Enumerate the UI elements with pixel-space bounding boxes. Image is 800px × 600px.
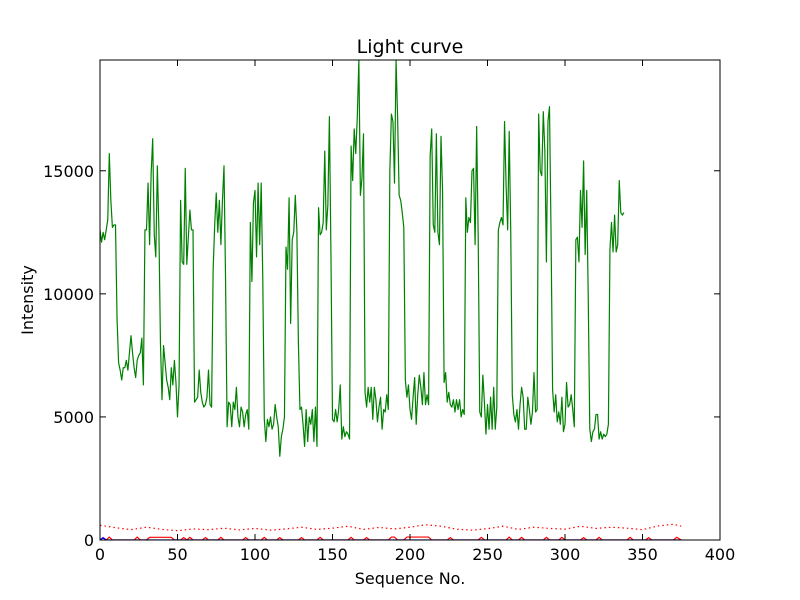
x-tick-label: 350 xyxy=(627,545,658,564)
plot-area xyxy=(100,60,682,540)
series-line-1 xyxy=(100,60,625,457)
x-axis: 0 50 100 150 200 250 300 350 400 xyxy=(95,60,735,564)
x-tick-label: 400 xyxy=(705,545,736,564)
y-tick-label: 0 xyxy=(84,531,94,550)
x-tick-label: 150 xyxy=(317,545,348,564)
x-tick-label: 0 xyxy=(95,545,105,564)
y-axis-label: Intensity xyxy=(18,265,37,335)
x-tick-label: 200 xyxy=(395,545,426,564)
y-tick-label: 10000 xyxy=(43,285,94,304)
chart-title: Light curve xyxy=(357,36,464,58)
x-tick-label: 250 xyxy=(472,545,503,564)
series-line-4 xyxy=(100,537,682,540)
x-tick-label: 100 xyxy=(240,545,271,564)
series-line-3 xyxy=(100,536,682,540)
x-axis-label: Sequence No. xyxy=(355,569,466,588)
y-tick-label: 5000 xyxy=(53,408,94,427)
x-tick-label: 50 xyxy=(167,545,187,564)
y-tick-label: 15000 xyxy=(43,162,94,181)
x-tick-label: 300 xyxy=(550,545,581,564)
y-axis: 0 5000 10000 15000 xyxy=(43,162,720,550)
